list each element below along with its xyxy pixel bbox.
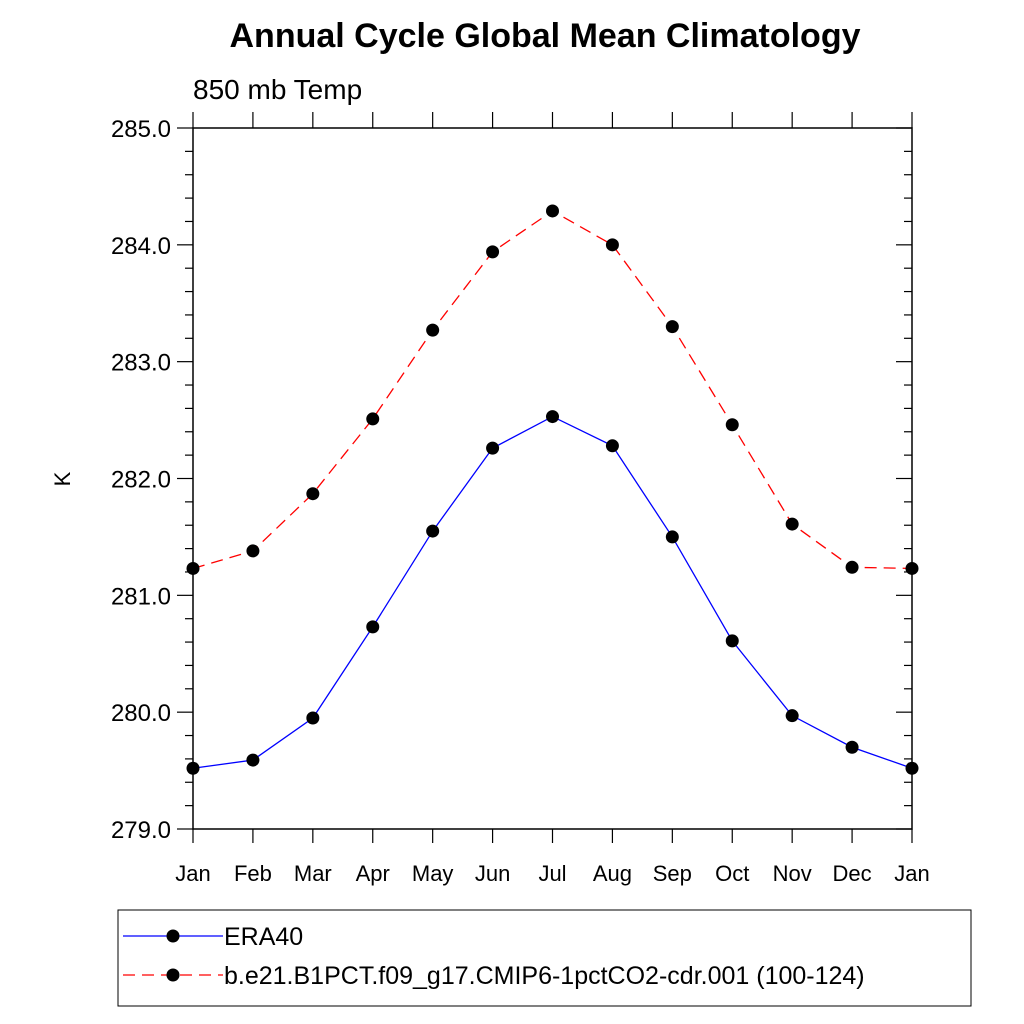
x-tick-label: Aug (593, 861, 632, 886)
y-axis-label: K (50, 471, 75, 486)
data-point (486, 245, 500, 259)
y-tick-label: 284.0 (111, 233, 171, 260)
legend-label: ERA40 (224, 923, 303, 951)
data-point (306, 711, 320, 725)
y-tick-label: 281.0 (111, 583, 171, 610)
x-tick-label: May (412, 861, 454, 886)
data-point (665, 530, 679, 544)
y-tick-label: 282.0 (111, 467, 171, 494)
data-point (426, 323, 440, 337)
axis-ticks: 279.0 280.0 281.0 282.0 283.0 284.0 285.0 Jan Fe… (111, 112, 930, 886)
x-tick-label: Jan (894, 861, 929, 886)
legend-item-0: ERA40 (123, 923, 303, 951)
data-point (306, 487, 320, 501)
series-1 (186, 204, 919, 575)
series-0 (186, 410, 919, 775)
data-point (785, 709, 799, 723)
y-tick-label: 280.0 (111, 700, 171, 727)
data-point (186, 761, 200, 775)
x-tick-label: Feb (234, 861, 272, 886)
data-point (246, 544, 260, 558)
data-point (845, 560, 859, 574)
x-tick-label: Jan (175, 861, 210, 886)
chart-title: Annual Cycle Global Mean Climatology (230, 17, 861, 55)
data-point (366, 620, 380, 634)
data-point (186, 561, 200, 575)
data-point (546, 204, 559, 218)
x-tick-label: Jul (538, 861, 566, 886)
series-line-1 (192, 210, 913, 570)
legend: ERA40 b.e21.B1PCT.f09_g17.CMIP6-1pctCO2-c… (123, 923, 865, 990)
legend-marker (166, 968, 180, 982)
x-tick-label: Jun (475, 861, 510, 886)
y-tick-label: 285.0 (111, 116, 171, 143)
y-tick-label: 279.0 (111, 817, 171, 844)
data-point (725, 418, 739, 432)
x-tick-label: Sep (653, 861, 692, 886)
x-tick-label: Oct (715, 861, 749, 886)
data-point (845, 740, 859, 754)
series-line-0 (192, 415, 913, 769)
data-point (605, 439, 619, 453)
legend-item-1: b.e21.B1PCT.f09_g17.CMIP6-1pctCO2-cdr.00… (123, 962, 865, 990)
data-point (785, 517, 799, 531)
data-point (426, 524, 440, 538)
series-layer (186, 204, 919, 775)
x-tick-label: Dec (833, 861, 872, 886)
x-tick-label: Mar (294, 861, 332, 886)
legend-box (117, 909, 972, 1007)
data-point (905, 561, 919, 575)
data-point (486, 441, 500, 455)
legend-label: b.e21.B1PCT.f09_g17.CMIP6-1pctCO2-cdr.00… (224, 962, 865, 990)
plot-frame (192, 127, 913, 830)
chart-subtitle: 850 mb Temp (193, 74, 362, 105)
data-point (905, 761, 919, 775)
data-point (605, 238, 619, 252)
legend-marker (166, 929, 180, 943)
x-tick-label: Nov (773, 861, 812, 886)
data-point (246, 753, 260, 767)
data-point (665, 320, 679, 334)
data-point (366, 412, 380, 426)
y-tick-label: 283.0 (111, 350, 171, 377)
data-point (546, 410, 559, 424)
x-tick-label: Apr (356, 861, 390, 886)
data-point (725, 634, 739, 648)
